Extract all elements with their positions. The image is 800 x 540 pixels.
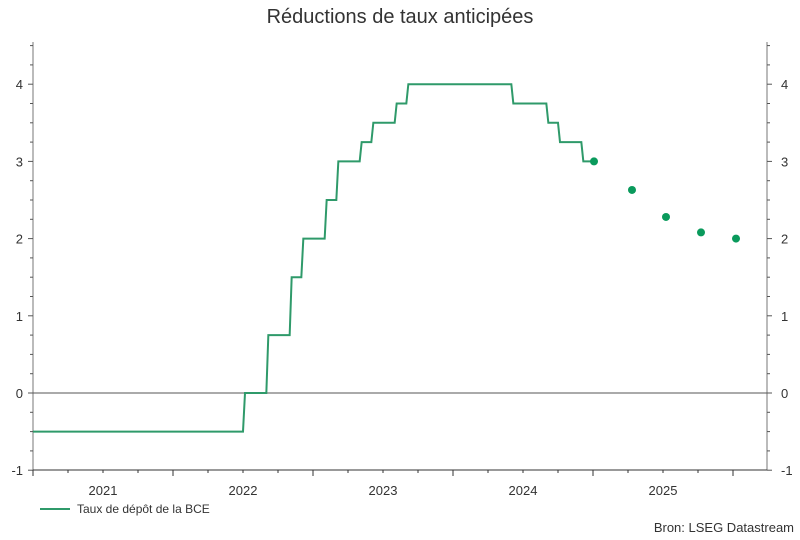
x-tick-label: 2022 bbox=[229, 483, 258, 498]
legend: Taux de dépôt de la BCE bbox=[40, 502, 210, 516]
forecast-dot bbox=[697, 228, 705, 237]
y-tick-label-right: 1 bbox=[781, 309, 788, 324]
forecast-dot bbox=[662, 212, 670, 221]
chart-title: Réductions de taux anticipées bbox=[266, 6, 534, 28]
legend-label: Taux de dépôt de la BCE bbox=[77, 502, 210, 516]
x-tick-label: 2021 bbox=[89, 483, 118, 498]
y-tick-label-right: 2 bbox=[781, 232, 788, 247]
legend-line-icon bbox=[40, 508, 70, 510]
y-axis-right-labels: -1 0 1 2 3 4 bbox=[781, 77, 793, 478]
forecast-dot bbox=[628, 185, 636, 194]
y-tick-label-left: -1 bbox=[11, 463, 23, 478]
y-tick-label-left: 3 bbox=[16, 154, 23, 169]
source-note: Bron: LSEG Datastream bbox=[653, 520, 794, 535]
x-axis-labels: 2021 2022 2023 2024 2025 bbox=[89, 483, 678, 498]
forecast-dot bbox=[590, 157, 598, 166]
forecast-dot bbox=[732, 234, 740, 243]
y-tick-label-right: 0 bbox=[781, 386, 788, 401]
forecast-dots bbox=[590, 157, 740, 243]
y-tick-label-right: -1 bbox=[781, 463, 793, 478]
axes bbox=[28, 42, 772, 476]
y-tick-label-left: 2 bbox=[16, 232, 23, 247]
y-tick-label-right: 4 bbox=[781, 77, 788, 92]
y-tick-label-left: 1 bbox=[16, 309, 23, 324]
y-tick-label-right: 3 bbox=[781, 154, 788, 169]
x-tick-label: 2025 bbox=[649, 483, 678, 498]
y-tick-label-left: 0 bbox=[16, 386, 23, 401]
y-axis-left-labels: -1 0 1 2 3 4 bbox=[11, 77, 23, 478]
y-tick-label-left: 4 bbox=[16, 77, 23, 92]
x-tick-label: 2023 bbox=[369, 483, 398, 498]
x-tick-label: 2024 bbox=[509, 483, 538, 498]
series-line-ecb-deposit-rate bbox=[33, 83, 595, 433]
